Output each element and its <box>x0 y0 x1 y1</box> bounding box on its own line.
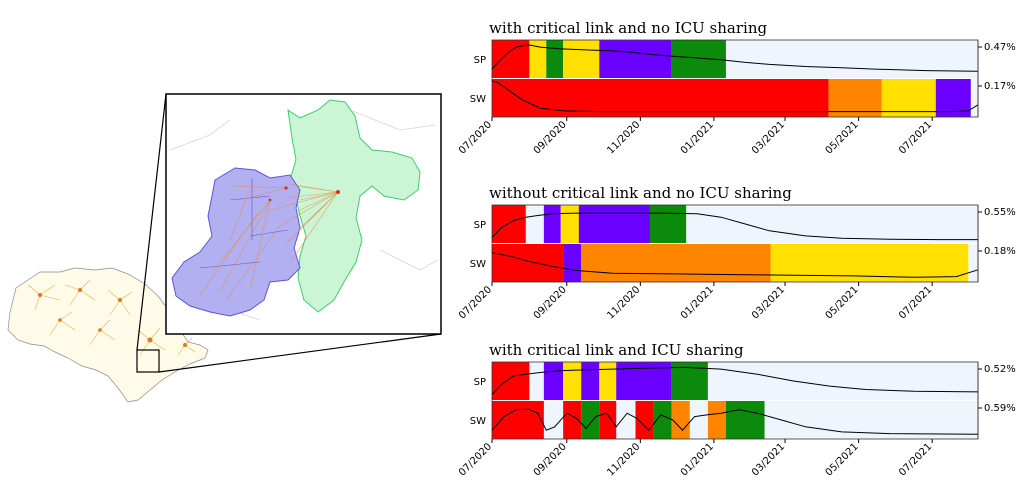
peak-label: 0.47% <box>984 42 1016 53</box>
panel-title: with critical link and no ICU sharing <box>489 19 767 37</box>
x-tick-label: 07/2021 <box>897 284 934 321</box>
timeline-panel-1: with critical link and no ICU sharing SP 0… <box>457 19 1016 156</box>
x-tick-label: 01/2021 <box>679 284 716 321</box>
row-label: SP <box>474 55 486 66</box>
phase-segment-red <box>492 244 564 282</box>
connector-line <box>136 93 167 351</box>
x-tick-label: 01/2021 <box>679 119 716 156</box>
phase-segment-green <box>546 40 564 78</box>
x-tick-label: 05/2021 <box>824 441 861 478</box>
x-tick-label: 07/2020 <box>457 119 494 156</box>
x-tick-label: 05/2021 <box>824 119 861 156</box>
row-label: SP <box>474 377 486 388</box>
x-tick-label: 07/2020 <box>457 441 494 478</box>
peak-label: 0.17% <box>984 81 1016 92</box>
phase-segment-purple <box>599 40 672 78</box>
phase-segment-yellow <box>563 40 600 78</box>
occupancy-curve <box>491 80 979 113</box>
green-region <box>287 99 421 313</box>
phase-segment-yellow <box>563 362 582 400</box>
x-tick-label: 03/2021 <box>750 284 787 321</box>
phase-segment-purple <box>581 362 600 400</box>
occupancy-curve <box>491 252 979 278</box>
row-label: SW <box>470 94 486 105</box>
peak-label: 0.59% <box>984 403 1016 414</box>
phase-segment-orange <box>581 244 771 282</box>
occupancy-curve <box>491 408 979 435</box>
x-tick-label: 07/2021 <box>897 441 934 478</box>
purple-region <box>171 167 301 317</box>
map-panel <box>7 93 442 403</box>
hotspots <box>27 279 196 356</box>
panel-title: without critical link and no ICU sharing <box>489 184 792 202</box>
phase-segment-orange <box>828 79 882 117</box>
row-label: SW <box>470 416 486 427</box>
row-label: SW <box>470 259 486 270</box>
timeline-panel-3: with critical link and ICU sharing SP 0.52… <box>457 341 1016 478</box>
phase-segment-green <box>649 205 687 243</box>
phase-segment-green <box>725 401 765 439</box>
inset-content <box>169 99 439 321</box>
panel-title: with critical link and ICU sharing <box>489 341 744 359</box>
phase-segment-red <box>599 401 617 439</box>
connector-line <box>158 333 442 373</box>
phase-segment-red <box>492 205 526 243</box>
x-tick-label: 07/2020 <box>457 284 494 321</box>
occupancy-curve <box>491 212 978 241</box>
x-tick-label: 09/2020 <box>532 119 569 156</box>
occupancy-curve <box>491 44 979 72</box>
phase-segment-purple <box>543 205 561 243</box>
x-tick-label: 09/2020 <box>532 441 569 478</box>
x-tick-label: 11/2020 <box>605 119 642 156</box>
peak-label: 0.18% <box>984 246 1016 257</box>
x-tick-label: 03/2021 <box>750 441 787 478</box>
x-tick-label: 11/2020 <box>605 441 642 478</box>
phase-segment-yellow <box>529 40 547 78</box>
x-tick-label: 05/2021 <box>824 284 861 321</box>
x-tick-label: 11/2020 <box>605 284 642 321</box>
timeline-panel-2: without critical link and no ICU sharing… <box>457 184 1016 321</box>
hot-centers <box>38 288 187 347</box>
phase-segment-yellow <box>560 205 579 243</box>
phase-segment-red <box>492 401 544 439</box>
x-tick-label: 03/2021 <box>750 119 787 156</box>
timeline-charts: with critical link and no ICU sharing SP 0… <box>457 19 1016 478</box>
phase-segment-red <box>492 79 829 117</box>
phase-segment-green <box>581 401 600 439</box>
peak-label: 0.55% <box>984 207 1016 218</box>
phase-segment-yellow <box>881 79 936 117</box>
inset-marker <box>136 349 160 373</box>
phase-segment-purple <box>578 205 650 243</box>
phase-segment-red <box>492 40 530 78</box>
phase-segment-purple <box>563 244 582 282</box>
x-tick-label: 09/2020 <box>532 284 569 321</box>
phase-segment-green <box>653 401 672 439</box>
phase-segment-red <box>492 362 530 400</box>
phase-segment-orange <box>707 401 726 439</box>
phase-segment-red <box>563 401 582 439</box>
peak-label: 0.52% <box>984 364 1016 375</box>
phase-segment-purple <box>543 362 564 400</box>
x-tick-label: 01/2021 <box>679 441 716 478</box>
x-tick-label: 07/2021 <box>897 119 934 156</box>
occupancy-curve <box>491 366 979 395</box>
row-label: SP <box>474 220 486 231</box>
phase-segment-yellow <box>599 362 617 400</box>
phase-segment-orange <box>671 401 690 439</box>
